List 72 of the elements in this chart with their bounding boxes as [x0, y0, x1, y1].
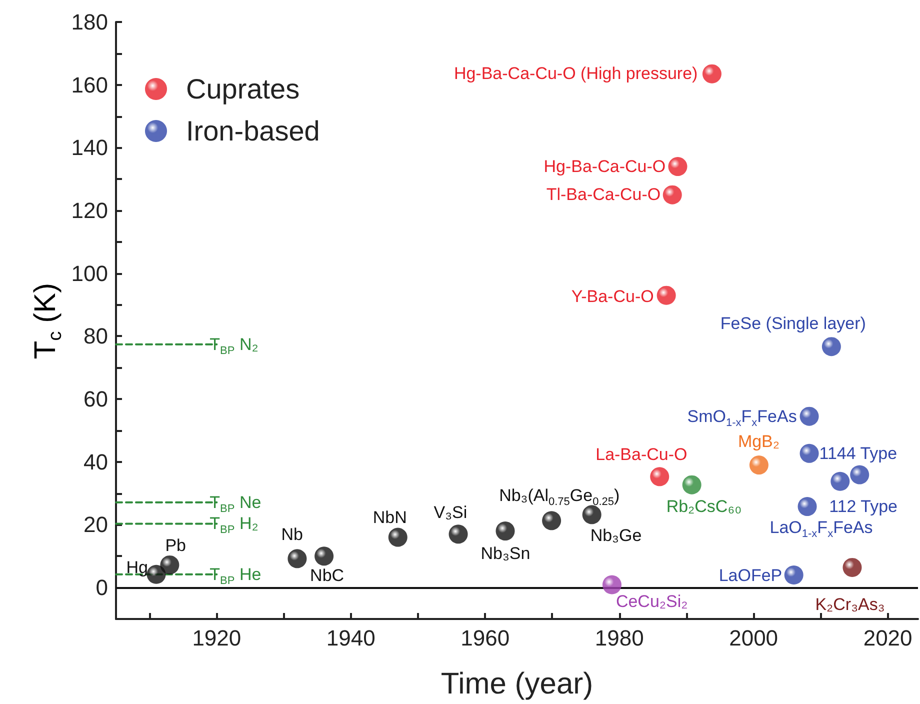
point: [496, 522, 515, 541]
annotation: NbC: [310, 566, 344, 585]
point: [542, 511, 562, 530]
x-axis-title: Time (year): [440, 668, 594, 700]
annotation: K₂Cr₃As₃: [815, 594, 885, 614]
y-tick-label: 40: [84, 449, 108, 474]
annotation: SmO$_{1-x}$F$_{x}$FeAs: [687, 406, 797, 429]
point: [656, 286, 676, 305]
annotation: Pb: [165, 536, 186, 556]
x-tick-label: 1920: [192, 626, 242, 650]
annotation: T$_{BP}$ Ne: [210, 492, 262, 515]
point: [682, 475, 702, 494]
annotation: Rb₂CsC₆₀: [666, 497, 742, 516]
annotation: Nb₃Ge: [590, 526, 642, 546]
annotation: Tl-Ba-Ca-Cu-O: [546, 185, 661, 204]
annotation: FeSe (Single layer): [720, 314, 866, 334]
point: [314, 546, 334, 566]
y-tick-label: 0: [96, 575, 108, 600]
point: [288, 549, 307, 568]
annotation: MgB₂: [738, 432, 780, 451]
point: [850, 465, 870, 484]
point: [749, 456, 768, 475]
annotation: T$_{BP}$ H₂: [210, 514, 258, 536]
annotation: V₃Si: [434, 502, 468, 522]
y-tick-label: 160: [71, 72, 108, 98]
annotation: Nb₃Sn: [480, 544, 530, 563]
point: [650, 467, 670, 486]
annotation: Nb: [281, 525, 303, 544]
annotation: Y-Ba-Cu-O: [571, 286, 654, 306]
point: [146, 564, 166, 584]
legend-label: Iron-based: [186, 116, 320, 146]
annotation: T$_{BP}$ He: [210, 564, 262, 587]
annotation: Hg: [126, 558, 148, 577]
annotation: LaO$_{1-x}$F$_{x}$FeAs: [770, 518, 873, 540]
annotation: Nb₃(Al$_{0.75}$Ge$_{0.25}$): [499, 486, 620, 508]
point: [662, 185, 682, 204]
point: [784, 566, 804, 585]
y-tick-label: 60: [84, 386, 108, 412]
point: [582, 505, 602, 524]
annotation: Hg-Ba-Ca-Cu-O (High pressure): [454, 64, 698, 84]
point: [800, 444, 819, 463]
annotation: T$_{BP}$ N₂: [210, 334, 258, 357]
annotation: 1144 Type: [819, 444, 898, 463]
x-tick-label: 2000: [729, 626, 778, 650]
annotation: CeCu₂Si₂: [616, 592, 688, 612]
y-tick-label: 120: [71, 198, 108, 224]
annotation: LaOFeP: [718, 566, 782, 584]
y-tick-label: 20: [84, 512, 108, 538]
point: [702, 64, 722, 84]
point: [830, 472, 850, 491]
legend-label: Cuprates: [186, 74, 300, 104]
point: [668, 157, 688, 176]
x-tick-label: 1960: [460, 626, 510, 650]
y-tick-label: 180: [71, 10, 108, 34]
y-tick-label: 140: [71, 135, 108, 160]
x-tick-label: 1980: [594, 626, 644, 650]
point: [388, 528, 408, 547]
point: [842, 558, 862, 577]
annotation: La-Ba-Cu-O: [596, 445, 688, 464]
point: [448, 524, 468, 544]
point: [798, 497, 817, 516]
point: [800, 406, 819, 426]
y-tick-label: 80: [84, 324, 108, 349]
point: [822, 337, 841, 356]
point: [602, 575, 622, 594]
x-tick-label: 2020: [863, 626, 912, 650]
x-tick-label: 1940: [326, 626, 376, 650]
annotation: NbN: [372, 508, 407, 527]
point: [160, 555, 180, 574]
y-tick-label: 100: [71, 260, 108, 286]
annotation: Hg-Ba-Ca-Cu-O: [544, 157, 666, 176]
annotation: 112 Type: [829, 496, 898, 516]
